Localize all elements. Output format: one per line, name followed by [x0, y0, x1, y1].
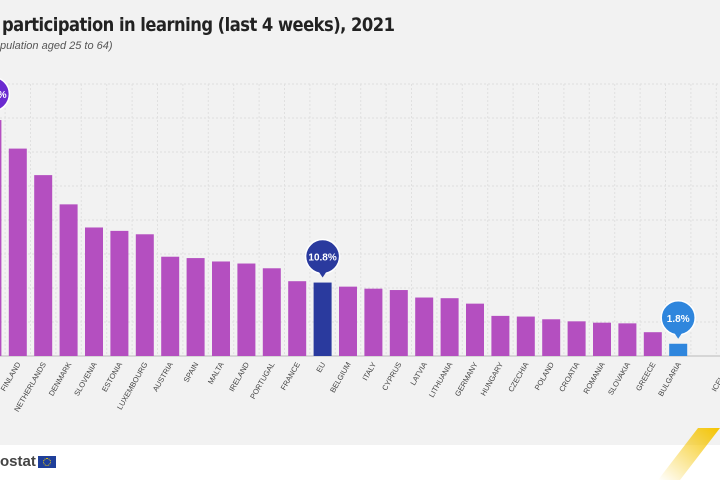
- value-bubble: [0, 78, 11, 111]
- tick-label: CROATIA: [557, 361, 581, 394]
- bar-sweden: [0, 120, 2, 356]
- tick-label: MALTA: [206, 361, 226, 386]
- bar-cyprus: [389, 290, 408, 356]
- tick-label: FRANCE: [279, 361, 302, 392]
- data-label: 10.8%: [308, 253, 336, 264]
- tick-label: BELGIUM: [328, 361, 353, 395]
- tick-label: SLOVENIA: [72, 361, 99, 398]
- tick-label: GERMANY: [453, 361, 480, 398]
- chart-subtitle: pulation aged 25 to 64): [0, 40, 113, 52]
- tick-label: SPAIN: [182, 361, 201, 385]
- bar-luxembourg: [135, 234, 154, 356]
- tick-label: AUSTRIA: [151, 361, 175, 394]
- bar-ireland: [237, 263, 256, 356]
- decoration-corner: [658, 428, 720, 480]
- bar-lithuania: [440, 298, 459, 356]
- tick-label: HUNGARY: [479, 361, 505, 398]
- bar-greece: [643, 332, 662, 356]
- data-label: 1.8%: [667, 314, 690, 325]
- bar-france: [288, 281, 307, 356]
- bar-spain: [186, 258, 205, 356]
- bar-netherlands: [34, 175, 53, 356]
- tick-label: FINLAND: [0, 360, 23, 393]
- tick-label: ROMANIA: [581, 361, 606, 396]
- bar-portugal: [262, 268, 281, 356]
- chart-title: participation in learning (last 4 weeks)…: [2, 14, 395, 36]
- tick-label: EU: [314, 361, 327, 375]
- tick-label: LATVIA: [408, 361, 428, 387]
- tick-label: CZECHIA: [506, 361, 530, 394]
- bar-poland: [542, 319, 561, 356]
- bubble-pointer: [674, 332, 683, 339]
- data-label: 34.7%: [0, 90, 7, 101]
- chart-background: [0, 0, 720, 445]
- bar-hungary: [491, 315, 510, 356]
- bar-bulgaria: [669, 343, 688, 356]
- bar-croatia: [567, 321, 586, 356]
- tick-label: CYPRUS: [380, 361, 403, 393]
- tick-label: IRELAND: [227, 360, 251, 393]
- bar-austria: [161, 256, 180, 356]
- bar-eu: [313, 282, 332, 356]
- tick-label: ICELAND: [710, 360, 720, 393]
- tick-label: ESTONIA: [100, 361, 124, 394]
- eu-flag-icon: [37, 455, 56, 468]
- bar-romania: [593, 322, 611, 356]
- bubble-pointer: [318, 271, 327, 278]
- bar-czechia: [516, 316, 535, 356]
- tick-label: LITHUANIA: [427, 361, 454, 399]
- bar-italy: [364, 288, 383, 356]
- bar-estonia: [110, 230, 129, 356]
- bar-denmark: [59, 204, 78, 356]
- tick-label: POLAND: [533, 360, 557, 392]
- footer-logo: ostat: [0, 453, 56, 470]
- bar-malta: [212, 261, 230, 356]
- tick-label: ITALY: [360, 361, 378, 383]
- bar-germany: [466, 303, 484, 356]
- bar-slovenia: [85, 227, 103, 356]
- tick-label: SLOVAKIA: [606, 361, 632, 397]
- brand-text: ostat: [0, 453, 36, 470]
- bar-belgium: [339, 286, 357, 356]
- tick-label: DENMARK: [47, 361, 74, 398]
- tick-label: GREECE: [634, 361, 658, 393]
- bar-slovakia: [618, 323, 637, 356]
- bar-finland: [8, 148, 27, 356]
- bar-latvia: [415, 297, 434, 356]
- tick-label: PORTUGAL: [248, 361, 276, 401]
- tick-label: BULGARIA: [656, 361, 683, 398]
